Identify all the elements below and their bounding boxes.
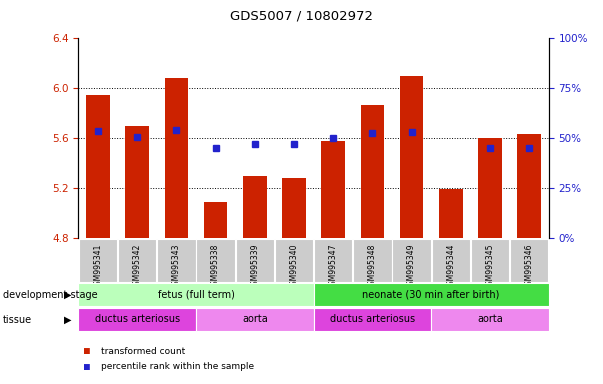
Bar <box>432 238 470 282</box>
Text: GDS5007 / 10802972: GDS5007 / 10802972 <box>230 10 373 23</box>
Text: aorta: aorta <box>242 314 268 324</box>
Bar <box>196 308 314 331</box>
Text: GSM995345: GSM995345 <box>485 243 494 290</box>
Bar <box>314 283 549 306</box>
Bar <box>431 308 549 331</box>
Text: GSM995348: GSM995348 <box>368 243 377 290</box>
Bar <box>471 238 509 282</box>
Bar <box>118 238 156 282</box>
Text: neonate (30 min after birth): neonate (30 min after birth) <box>362 289 500 299</box>
Bar <box>478 138 502 238</box>
Bar <box>79 238 117 282</box>
Bar <box>353 238 391 282</box>
Text: ▶: ▶ <box>64 290 71 300</box>
Bar <box>86 94 110 238</box>
Text: ■: ■ <box>84 362 90 372</box>
Text: percentile rank within the sample: percentile rank within the sample <box>101 362 254 371</box>
Bar <box>236 238 274 282</box>
Bar <box>510 238 548 282</box>
Text: tissue: tissue <box>3 315 32 325</box>
Bar <box>275 238 313 282</box>
Bar <box>400 76 423 238</box>
Bar <box>517 134 541 238</box>
Bar <box>78 308 196 331</box>
Bar <box>361 104 384 238</box>
Text: GSM995342: GSM995342 <box>133 243 142 290</box>
Text: transformed count: transformed count <box>101 347 186 356</box>
Text: GSM995340: GSM995340 <box>289 243 298 290</box>
Text: GSM995343: GSM995343 <box>172 243 181 290</box>
Text: GSM995349: GSM995349 <box>407 243 416 290</box>
Bar <box>282 178 306 238</box>
Bar <box>78 283 314 306</box>
Text: ▶: ▶ <box>64 315 71 325</box>
Text: ductus arteriosus: ductus arteriosus <box>330 314 415 324</box>
Text: aorta: aorta <box>477 314 503 324</box>
Bar <box>393 238 431 282</box>
Bar <box>439 189 463 238</box>
Bar <box>197 238 235 282</box>
Bar <box>165 78 188 238</box>
Text: GSM995338: GSM995338 <box>211 243 220 290</box>
Bar <box>157 238 195 282</box>
Text: ductus arteriosus: ductus arteriosus <box>95 314 180 324</box>
Text: GSM995344: GSM995344 <box>446 243 455 290</box>
Bar <box>314 238 352 282</box>
Text: GSM995347: GSM995347 <box>329 243 338 290</box>
Text: ■: ■ <box>84 346 90 356</box>
Bar <box>243 176 267 238</box>
Text: GSM995341: GSM995341 <box>93 243 103 290</box>
Bar <box>125 126 149 238</box>
Text: GSM995346: GSM995346 <box>525 243 534 290</box>
Text: development stage: development stage <box>3 290 98 300</box>
Bar <box>204 202 227 238</box>
Text: GSM995339: GSM995339 <box>250 243 259 290</box>
Text: fetus (full term): fetus (full term) <box>157 289 235 299</box>
Bar <box>321 141 345 238</box>
Bar <box>314 308 431 331</box>
